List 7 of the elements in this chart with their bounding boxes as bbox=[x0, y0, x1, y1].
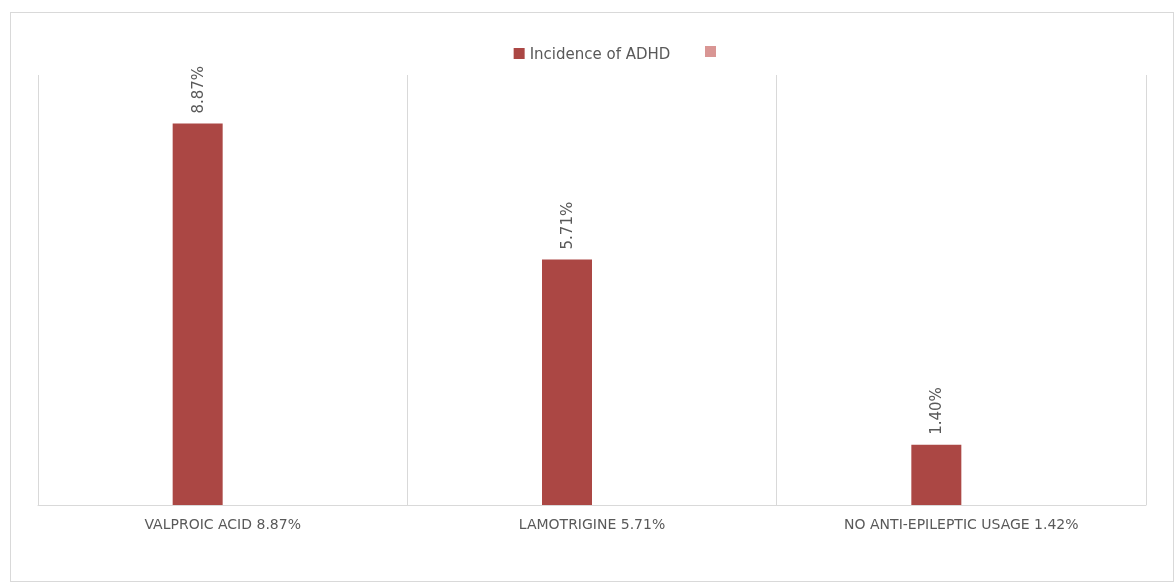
x-tick-label: LAMOTRIGINE 5.71% bbox=[518, 516, 666, 532]
x-tick-label: VALPROIC ACID 8.87% bbox=[144, 516, 301, 532]
x-tick-label: NO ANTI-EPILEPTIC USAGE 1.42% bbox=[844, 516, 1079, 532]
data-label: 5.71% bbox=[558, 201, 576, 250]
data-label: 1.40% bbox=[927, 387, 946, 435]
data-label: 8.87% bbox=[188, 65, 207, 114]
legend-label: Incidence of ADHD bbox=[529, 44, 671, 63]
